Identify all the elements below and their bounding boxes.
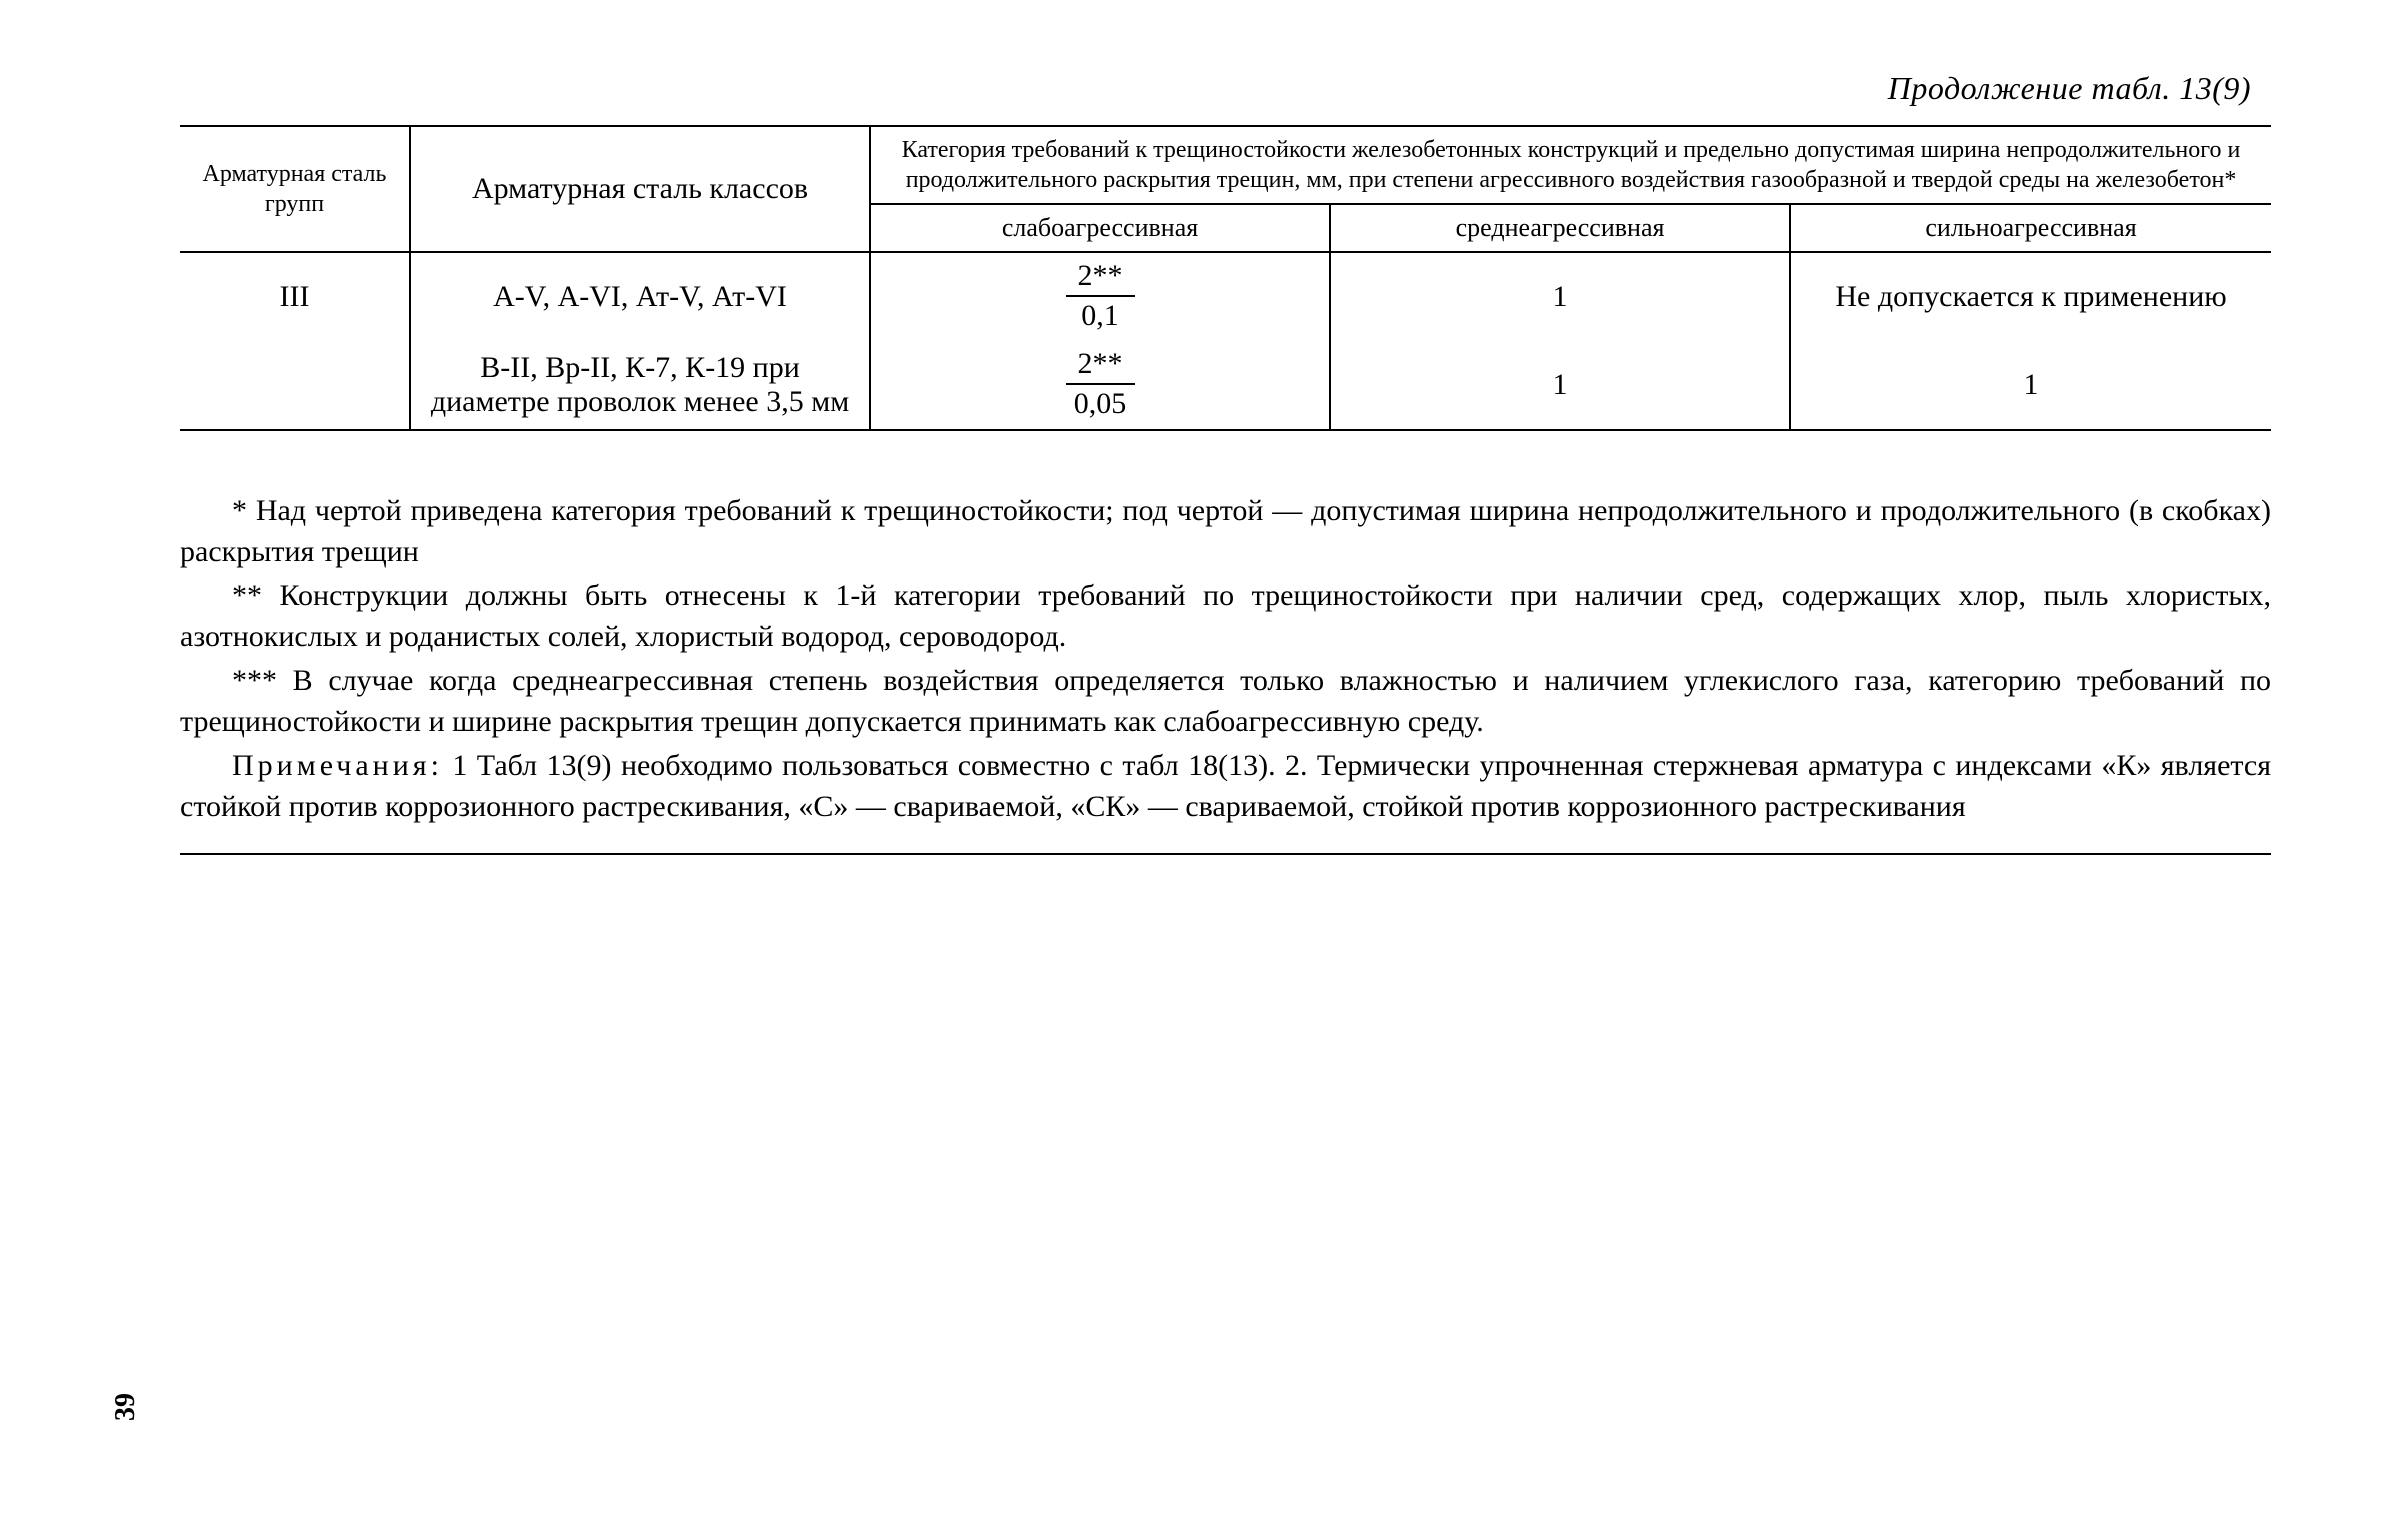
th-col1: Арматурная сталь групп — [180, 126, 410, 252]
notes-text: 1 Табл 13(9) необходимо пользоваться сов… — [180, 749, 2271, 823]
fraction-den: 0,05 — [1066, 385, 1135, 419]
cell-classes: А-V, А-VI, Ат-V, Ат-VI — [410, 252, 870, 341]
fraction: 2** 0,05 — [1066, 349, 1135, 419]
footnote-1: * Над чертой приведена категория требова… — [180, 491, 2271, 572]
cell-c2: 1 — [1330, 341, 1790, 430]
table-row: III А-V, А-VI, Ат-V, Ат-VI 2** 0,1 1 Не … — [180, 252, 2271, 341]
cell-c3: Не допускается к применению — [1790, 252, 2271, 341]
cell-group: III — [180, 252, 410, 341]
cell-c2: 1 — [1330, 252, 1790, 341]
footnotes-block: * Над чертой приведена категория требова… — [180, 491, 2271, 827]
fraction-num: 2** — [1066, 349, 1135, 385]
cell-c3: 1 — [1790, 341, 2271, 430]
page: Продолжение табл. 13(9) Арматурная сталь… — [0, 0, 2391, 1513]
footnote-2: ** Конструкции должны быть отнесены к 1-… — [180, 576, 2271, 657]
table-row: В-II, Вр-II, К-7, К-19 при диаметре пров… — [180, 341, 2271, 430]
cell-c1: 2** 0,05 — [870, 341, 1330, 430]
fraction-den: 0,1 — [1066, 297, 1135, 331]
cell-group — [180, 341, 410, 430]
bottom-rule — [180, 853, 2271, 855]
notes-line: Примечания: 1 Табл 13(9) необходимо поль… — [180, 746, 2271, 827]
th-span: Категория требований к трещиностойкости … — [870, 126, 2271, 204]
th-col2: Арматурная сталь классов — [410, 126, 870, 252]
cell-classes: В-II, Вр-II, К-7, К-19 при диаметре пров… — [410, 341, 870, 430]
fraction: 2** 0,1 — [1066, 261, 1135, 331]
cell-c1: 2** 0,1 — [870, 252, 1330, 341]
page-number: 39 — [110, 1393, 142, 1421]
table-body: III А-V, А-VI, Ат-V, Ат-VI 2** 0,1 1 Не … — [180, 252, 2271, 430]
fraction-num: 2** — [1066, 261, 1135, 297]
th-sub2: среднеагрессивная — [1330, 204, 1790, 252]
table-13-9: Арматурная сталь групп Арматурная сталь … — [180, 125, 2271, 431]
table-caption: Продолжение табл. 13(9) — [180, 70, 2251, 107]
footnote-3: *** В случае когда среднеагрессивная сте… — [180, 661, 2271, 742]
th-sub3: сильноагрессивная — [1790, 204, 2271, 252]
table-header: Арматурная сталь групп Арматурная сталь … — [180, 126, 2271, 252]
notes-label: Примечания: — [232, 749, 443, 782]
th-sub1: слабоагрессивная — [870, 204, 1330, 252]
